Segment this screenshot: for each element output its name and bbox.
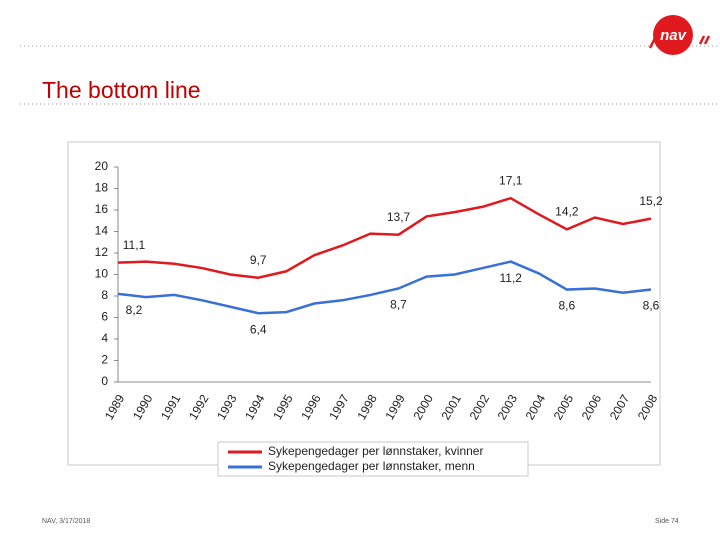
- y-tick-label: 12: [95, 245, 109, 259]
- data-label: 15,2: [639, 194, 663, 208]
- data-label: 6,4: [250, 322, 267, 336]
- y-tick-label: 18: [95, 181, 109, 195]
- series-line: [117, 260, 652, 315]
- slide-title: The bottom line: [42, 77, 201, 103]
- data-label: 8,2: [126, 303, 143, 317]
- y-tick-label: 20: [95, 159, 109, 173]
- logo: nav: [648, 15, 711, 55]
- data-label: 8,6: [643, 299, 660, 313]
- y-tick-label: 0: [101, 374, 108, 388]
- series-line: [117, 196, 652, 279]
- y-tick-label: 16: [95, 202, 109, 216]
- data-label: 11,2: [500, 271, 523, 285]
- y-tick-label: 4: [101, 331, 108, 345]
- legend-label: Sykepengedager per lønnstaker, menn: [268, 459, 475, 473]
- y-tick-label: 8: [101, 288, 108, 302]
- footer-page: Side 74: [655, 518, 679, 525]
- logo-text: nav: [660, 27, 688, 44]
- data-label: 8,6: [558, 299, 575, 313]
- data-label: 8,7: [390, 298, 407, 312]
- y-tick-label: 14: [95, 224, 109, 238]
- legend-label: Sykepengedager per lønnstaker, kvinner: [268, 444, 483, 458]
- legend: [217, 441, 529, 477]
- y-tick-label: 6: [101, 310, 108, 324]
- data-label: 9,7: [250, 253, 267, 267]
- data-label: 11,1: [123, 238, 146, 252]
- y-tick-label: 10: [95, 267, 109, 281]
- y-tick-label: 2: [101, 353, 108, 367]
- data-label: 13,7: [387, 210, 411, 224]
- footer-date: NAV, 3/17/2018: [42, 518, 90, 525]
- logo-circle: [653, 15, 693, 55]
- chart-frame: [67, 141, 661, 466]
- logo-slashes: [648, 35, 711, 49]
- data-label: 14,2: [555, 205, 579, 219]
- data-label: 17,1: [499, 173, 523, 187]
